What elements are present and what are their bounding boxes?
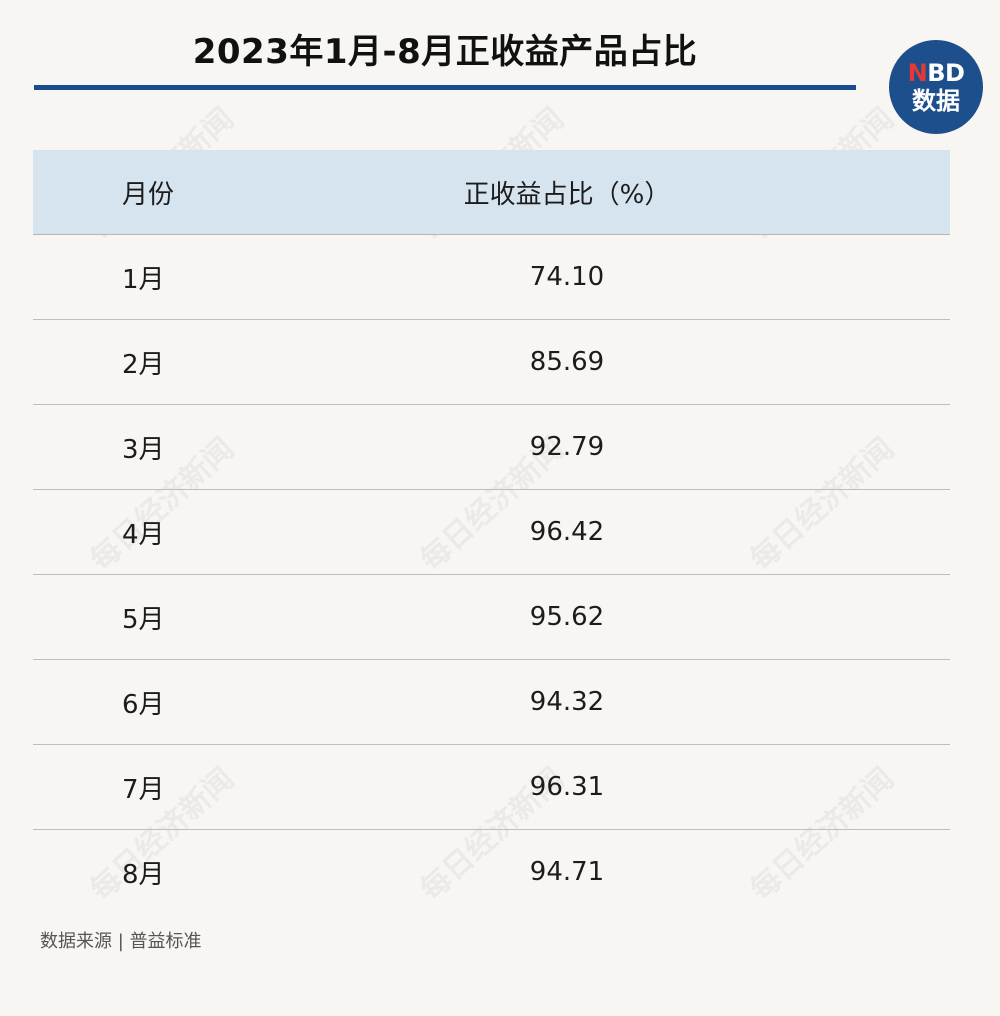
table-row: 4月 96.42 bbox=[33, 490, 950, 575]
table-row: 2月 85.69 bbox=[33, 320, 950, 405]
value-cell: 96.31 bbox=[529, 772, 605, 802]
logo-letter-n: N bbox=[907, 59, 928, 87]
table-row: 5月 95.62 bbox=[33, 575, 950, 660]
month-cell: 7月 bbox=[122, 774, 165, 805]
logo-text-cn: 数据 bbox=[912, 87, 960, 115]
value-cell: 96.42 bbox=[529, 517, 605, 547]
title-underline bbox=[34, 85, 856, 90]
value-cell: 74.10 bbox=[529, 262, 605, 292]
page-title: 2023年1月-8月正收益产品占比 bbox=[192, 32, 698, 72]
month-cell: 3月 bbox=[122, 434, 165, 465]
table-row: 6月 94.32 bbox=[33, 660, 950, 745]
table-row: 1月 74.10 bbox=[33, 235, 950, 320]
nbd-data-logo: NBD 数据 bbox=[889, 40, 983, 134]
data-source-note: 数据来源 | 普益标准 bbox=[40, 931, 202, 952]
value-cell: 85.69 bbox=[529, 347, 605, 377]
header-positive-ratio: 正收益占比（%） bbox=[463, 179, 671, 210]
logo-text-en: NBD bbox=[908, 61, 965, 85]
month-cell: 4月 bbox=[122, 519, 165, 550]
value-cell: 92.79 bbox=[529, 432, 605, 462]
month-cell: 2月 bbox=[122, 349, 165, 380]
month-cell: 8月 bbox=[122, 859, 165, 890]
table-row: 8月 94.71 bbox=[33, 830, 950, 914]
value-cell: 94.71 bbox=[529, 857, 605, 887]
month-cell: 6月 bbox=[122, 689, 165, 720]
value-cell: 94.32 bbox=[529, 687, 605, 717]
logo-letters-bd: BD bbox=[927, 59, 965, 87]
month-cell: 1月 bbox=[122, 264, 165, 295]
table-header-row: 月份 正收益占比（%） bbox=[33, 150, 950, 235]
data-table: 月份 正收益占比（%） 1月 74.10 2月 85.69 3月 92.79 4… bbox=[33, 150, 950, 914]
value-cell: 95.62 bbox=[529, 602, 605, 632]
header-month: 月份 bbox=[122, 179, 175, 210]
table-row: 3月 92.79 bbox=[33, 405, 950, 490]
month-cell: 5月 bbox=[122, 604, 165, 635]
table-row: 7月 96.31 bbox=[33, 745, 950, 830]
